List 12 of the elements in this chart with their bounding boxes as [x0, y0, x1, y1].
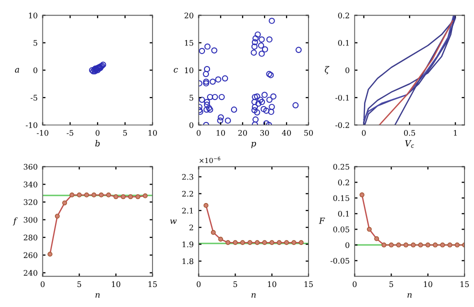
y-axis-title: f: [12, 217, 18, 226]
y-axis-title: c: [174, 68, 178, 73]
x-axis-title: p: [251, 142, 256, 148]
x-axis-title: n: [95, 293, 100, 298]
x-axis-title: n: [251, 293, 256, 298]
x-axis-title: b: [95, 140, 100, 146]
y-axis-title: ζ: [324, 66, 330, 74]
y-axis-title: a: [14, 68, 20, 73]
x-axis-title: V$_{c}$: [405, 140, 414, 148]
y-axis-title: w: [170, 219, 177, 224]
x-axis-title: n: [407, 293, 412, 298]
y-axis-title: F: [318, 218, 326, 224]
